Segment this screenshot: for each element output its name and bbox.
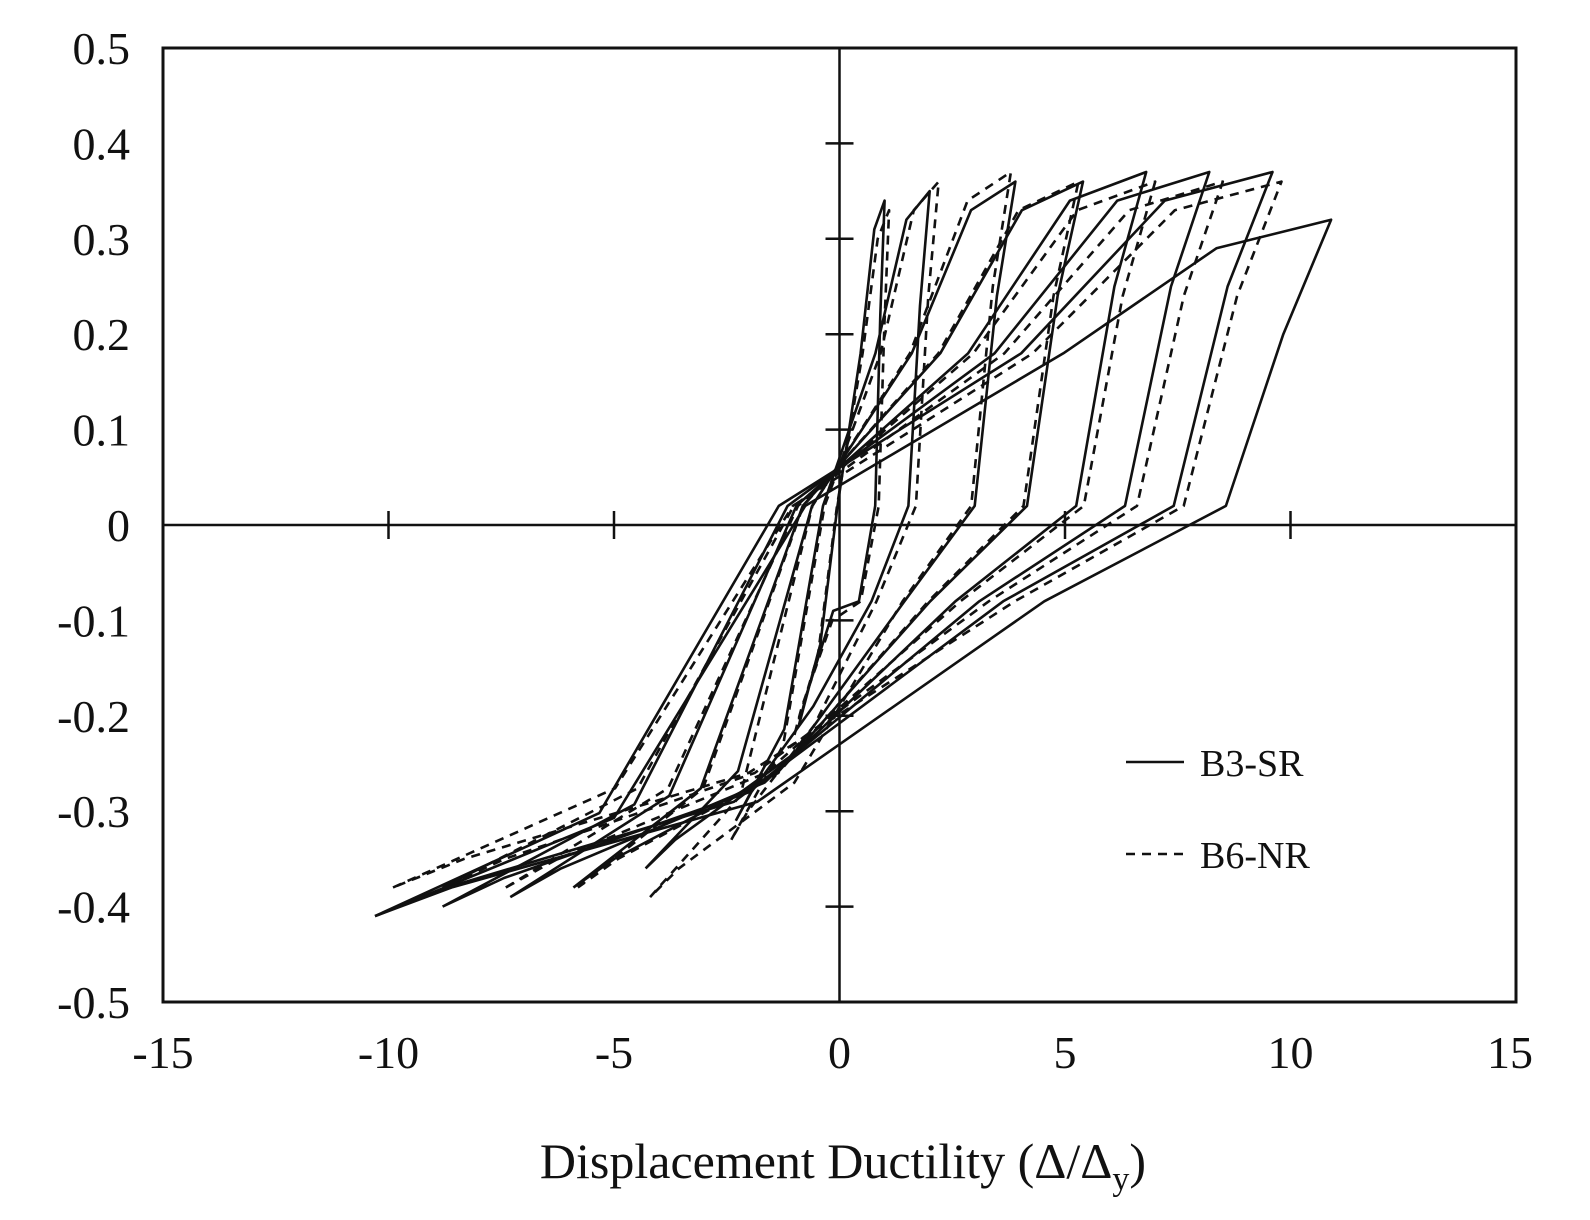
legend-label: B6-NR <box>1200 835 1310 877</box>
hysteresis-loop <box>374 170 1274 918</box>
y-tick-label: 0.2 <box>73 309 131 360</box>
hysteresis-loop <box>374 218 1333 918</box>
y-tick-label: 0.1 <box>73 405 131 456</box>
x-axis-title-subscript: y <box>1112 1161 1129 1198</box>
y-tick-label: 0.4 <box>73 118 131 169</box>
hysteresis-loop <box>505 180 1157 889</box>
y-tick-label: 0 <box>107 500 130 551</box>
x-tick-label: -10 <box>358 1027 419 1078</box>
x-tick-label: -15 <box>132 1027 193 1078</box>
y-tick-label: -0.5 <box>57 977 130 1028</box>
x-tick-label: 5 <box>1054 1027 1077 1078</box>
y-tick-label: -0.1 <box>57 595 130 646</box>
x-tick-label: 0 <box>828 1027 851 1078</box>
series-b6-nr <box>392 170 1283 899</box>
hysteresis-loop <box>577 180 1080 889</box>
hysteresis-loop <box>392 180 1283 889</box>
plot-area <box>161 46 1518 1004</box>
hysteresis-loop <box>572 180 1085 889</box>
x-tick-label: 15 <box>1487 1027 1533 1078</box>
hysteresis-loop <box>441 170 1211 908</box>
y-tick-label: -0.2 <box>57 691 130 742</box>
y-tick-label: 0.5 <box>73 23 131 74</box>
axis-tick-labels: -15 -10 -5 0 5 10 15 -0.5 -0.4 -0.3 -0.2 -0.1 0 0.1 0.… <box>57 23 1533 1078</box>
hysteresis-loop <box>442 180 1225 889</box>
x-axis-title: Displacement Ductility (Δ/Δy) <box>540 1133 1146 1198</box>
y-tick-label: -0.4 <box>57 882 130 933</box>
series-b3-sr <box>374 170 1333 918</box>
hysteresis-loop <box>793 208 891 736</box>
y-tick-label: 0.3 <box>73 214 131 265</box>
x-tick-label: -5 <box>595 1027 633 1078</box>
hysteresis-loop <box>509 170 1148 899</box>
hysteresis-loop <box>734 189 931 822</box>
hysteresis-loop <box>730 180 940 841</box>
legend: B3-SR B6-NR <box>1126 743 1310 877</box>
legend-label: B3-SR <box>1200 743 1304 785</box>
hysteresis-loop <box>649 170 1013 899</box>
y-tick-label: -0.3 <box>57 786 130 837</box>
x-tick-label: 10 <box>1268 1027 1314 1078</box>
x-axis-title-close: ) <box>1129 1133 1146 1189</box>
